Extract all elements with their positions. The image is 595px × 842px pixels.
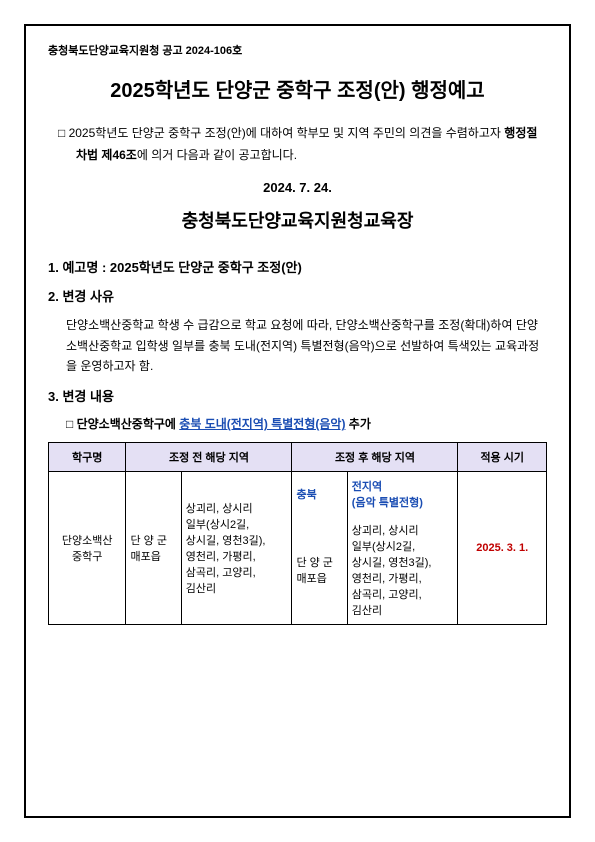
th-before: 조정 전 해당 지역 bbox=[126, 443, 292, 472]
change-blue: 충북 도내(전지역) 특별전형(음악) bbox=[179, 417, 345, 431]
before-col1: 단 양 군 매포읍 bbox=[126, 472, 181, 625]
intro-tail: 에 의거 다음과 같이 공고합니다. bbox=[137, 148, 297, 162]
change-line: □ 단양소백산중학구에 충북 도내(전지역) 특별전형(음악) 추가 bbox=[48, 415, 547, 432]
effect-date: 2025. 3. 1. bbox=[458, 472, 547, 625]
notice-number: 충청북도단양교육지원청 공고 2024-106호 bbox=[48, 42, 547, 58]
section-3-title: 3. 변경 내용 bbox=[48, 386, 547, 405]
intro-paragraph: □ 2025학년도 단양군 중학구 조정(안)에 대하여 학부모 및 지역 주민… bbox=[48, 123, 547, 166]
district-name: 단양소백산 중학구 bbox=[49, 472, 126, 625]
authority: 충청북도단양교육지원청교육장 bbox=[48, 207, 547, 233]
change-pre: □ 단양소백산중학구에 bbox=[66, 417, 179, 431]
main-title: 2025학년도 단양군 중학구 조정(안) 행정예고 bbox=[48, 74, 547, 103]
document-page: 충청북도단양교육지원청 공고 2024-106호 2025학년도 단양군 중학구… bbox=[24, 24, 571, 818]
table-header-row: 학구명 조정 전 해당 지역 조정 후 해당 지역 적용 시기 bbox=[49, 443, 547, 472]
th-effect: 적용 시기 bbox=[458, 443, 547, 472]
intro-pre: □ 2025학년도 단양군 중학구 조정(안)에 대하여 학부모 및 지역 주민… bbox=[58, 126, 504, 140]
after-col1: 단 양 군 매포읍 bbox=[292, 516, 347, 625]
date: 2024. 7. 24. bbox=[48, 180, 547, 195]
section-2-title: 2. 변경 사유 bbox=[48, 286, 547, 305]
before-col2: 상괴리, 상시리 일부(상시2길, 상시길, 영천3길), 영천리, 가평리, … bbox=[181, 472, 292, 625]
section-1-title: 1. 예고명 : 2025학년도 단양군 중학구 조정(안) bbox=[48, 257, 547, 276]
after-col2: 상괴리, 상시리 일부(상시2길, 상시길, 영천3길), 영천리, 가평리, … bbox=[347, 516, 458, 625]
th-name: 학구명 bbox=[49, 443, 126, 472]
table-subrow-top: 단양소백산 중학구 단 양 군 매포읍 상괴리, 상시리 일부(상시2길, 상시… bbox=[49, 472, 547, 517]
section-2-body: 단양소백산중학교 학생 수 급감으로 학교 요청에 따라, 단양소백산중학구를 … bbox=[48, 315, 547, 376]
after-top2: 전지역 (음악 특별전형) bbox=[347, 472, 458, 517]
th-after: 조정 후 해당 지역 bbox=[292, 443, 458, 472]
after-top1: 충북 bbox=[292, 472, 347, 517]
change-post: 추가 bbox=[345, 417, 370, 431]
district-table: 학구명 조정 전 해당 지역 조정 후 해당 지역 적용 시기 단양소백산 중학… bbox=[48, 442, 547, 625]
